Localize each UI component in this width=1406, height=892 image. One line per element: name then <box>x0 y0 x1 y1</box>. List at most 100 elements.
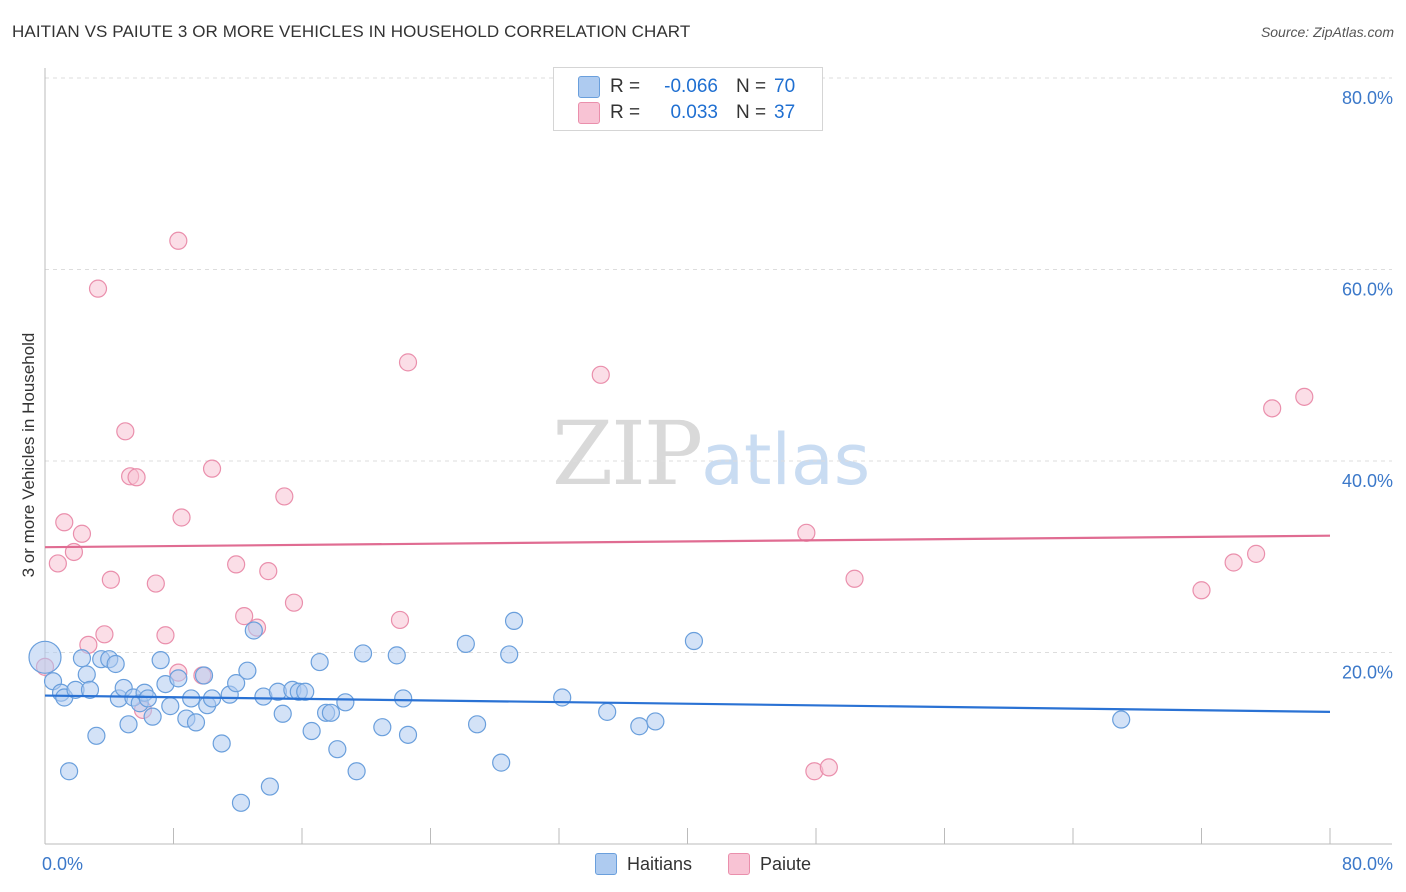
paiute-point <box>1295 387 1314 406</box>
source-label: Source: ZipAtlas.com <box>1260 24 1394 40</box>
paiute-point <box>127 468 146 487</box>
haitian-point <box>138 689 157 708</box>
haitian-point <box>302 721 321 741</box>
haitian-point <box>398 725 418 744</box>
haitian-point <box>387 646 406 665</box>
legend-row-paiute: R = 0.033 N = 37 <box>578 101 795 125</box>
haitian-point <box>59 762 79 781</box>
haitian-point <box>456 634 475 653</box>
watermark-atlas: atlas <box>701 419 871 501</box>
haitian-point <box>646 712 665 731</box>
paiute-point <box>275 487 294 506</box>
paiute-point <box>227 555 246 574</box>
legend-r-value: -0.066 <box>664 76 718 97</box>
haitian-point <box>28 640 62 674</box>
haitian-point <box>296 682 315 701</box>
legend-r-label: R = <box>610 76 641 97</box>
haitian-point <box>260 777 279 796</box>
haitian-point <box>394 689 413 708</box>
haitian-point <box>336 693 355 712</box>
haitian-point <box>169 669 188 688</box>
legend-label-haitians: Haitians <box>626 853 692 874</box>
correlation-legend: R = -0.066 N = 70 R = 0.033 N = 37 <box>553 67 823 131</box>
haitian-point <box>161 697 180 716</box>
haitian-point <box>553 688 572 707</box>
series-legend: Haitians Paiute <box>0 852 1406 876</box>
haitian-point <box>598 702 617 721</box>
haitian-point <box>212 734 231 753</box>
legend-n-label: N = <box>736 102 767 123</box>
paiute-point <box>202 459 222 478</box>
haitian-point <box>353 644 373 663</box>
haitian-point <box>87 726 106 745</box>
paiute-point <box>72 524 92 543</box>
paiute-swatch-icon <box>727 853 750 875</box>
legend-item-haitians[interactable]: Haitians <box>594 853 692 875</box>
haitians-swatch-icon <box>594 853 617 875</box>
paiute-point <box>819 758 838 777</box>
paiute-point <box>88 279 108 298</box>
paiute-point <box>116 422 135 441</box>
paiute-point <box>591 365 610 384</box>
haitian-point <box>273 704 292 723</box>
haitian-point <box>106 654 125 674</box>
x-tick-label: 0.0% <box>42 854 83 874</box>
haitian-point <box>231 793 251 812</box>
haitian-point <box>238 661 257 680</box>
paiute-point <box>55 513 74 532</box>
haitian-point <box>72 649 92 668</box>
paiute-point <box>95 625 114 644</box>
legend-n-value: 37 <box>774 102 796 123</box>
legend-label-paiute: Paiute <box>759 853 812 874</box>
paiute-point <box>156 626 175 645</box>
paiute-point <box>235 607 254 626</box>
paiute-point <box>1192 581 1211 600</box>
y-tick-label: 20.0% <box>1342 663 1393 683</box>
paiute-swatch-icon <box>578 102 600 124</box>
haitian-point <box>244 621 263 640</box>
paiute-point <box>398 353 418 372</box>
haitian-point <box>186 713 206 732</box>
paiute-point <box>390 610 410 630</box>
paiute-point <box>1263 399 1282 418</box>
legend-r-label: R = <box>610 102 641 123</box>
paiute-point <box>845 569 864 588</box>
watermark: ZIPatlas <box>552 402 870 505</box>
haitian-point <box>151 651 170 670</box>
haitian-point <box>504 611 524 631</box>
haitian-trendline <box>44 694 1331 713</box>
haitian-point <box>630 717 649 736</box>
haitians-swatch-icon <box>578 76 600 98</box>
y-tick-label: 80.0% <box>1342 88 1393 108</box>
haitian-point <box>328 740 347 759</box>
haitian-point <box>194 666 214 685</box>
haitian-point <box>227 674 246 693</box>
haitian-point <box>77 665 96 684</box>
haitian-point <box>467 715 487 734</box>
legend-item-paiute[interactable]: Paiute <box>727 853 812 875</box>
haitian-point <box>373 718 392 737</box>
y-tick-label: 60.0% <box>1342 280 1393 300</box>
legend-r-value: 0.033 <box>670 102 718 123</box>
haitian-point <box>310 652 329 672</box>
paiute-point <box>48 554 67 573</box>
haitian-point <box>492 753 511 772</box>
haitian-point <box>119 715 138 734</box>
paiute-point <box>284 593 304 612</box>
haitian-point <box>321 703 341 722</box>
haitian-point <box>500 645 519 664</box>
legend-n-label: N = <box>736 76 767 97</box>
haitian-point <box>80 680 100 699</box>
paiute-point <box>172 508 191 527</box>
watermark-zip: ZIP <box>552 402 703 505</box>
haitian-point <box>684 631 704 651</box>
paiute-trendline <box>44 534 1331 549</box>
haitian-point <box>1112 710 1131 729</box>
paiute-point <box>169 231 188 250</box>
legend-n-value: 70 <box>774 76 796 97</box>
haitian-point <box>347 762 366 781</box>
paiute-point <box>1224 553 1243 572</box>
paiute-point <box>1247 544 1266 563</box>
x-tick-label: 80.0% <box>1342 854 1393 874</box>
